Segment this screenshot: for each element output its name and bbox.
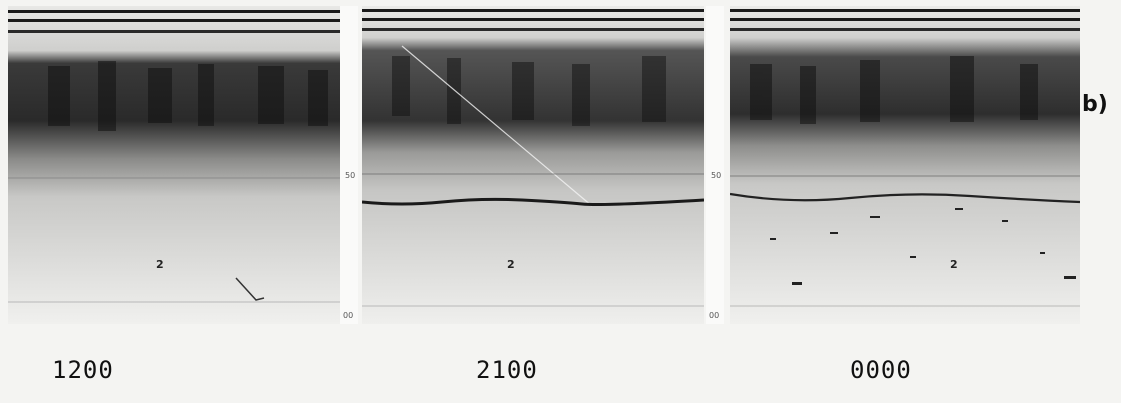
echogram-1-scale-tick-00: 00 [343, 311, 354, 320]
echogram-3-mark: 2 [950, 258, 958, 271]
echogram-1-scale: 50 00 [340, 6, 358, 324]
echogram-panel-3: 2 [730, 6, 1080, 324]
panel-letter-label: b) [1082, 92, 1108, 117]
echogram-1-graphic [8, 6, 340, 324]
time-label-1200: 1200 [52, 356, 114, 384]
time-label-2100: 2100 [476, 356, 538, 384]
echogram-2-mark: 2 [507, 258, 515, 271]
echogram-2-graphic [362, 6, 704, 324]
echogram-panel-2: 2 [362, 6, 704, 324]
echogram-1-scale-tick-50: 50 [345, 171, 356, 180]
time-label-0000: 0000 [850, 356, 912, 384]
echogram-3-graphic [730, 6, 1080, 324]
echogram-2-scale-tick-50: 50 [711, 171, 722, 180]
echogram-2-scale: 50 00 [706, 6, 724, 324]
echogram-panel-1: 2 [8, 6, 340, 324]
echogram-2-scale-tick-00: 00 [709, 311, 720, 320]
echogram-1-mark: 2 [156, 258, 164, 271]
